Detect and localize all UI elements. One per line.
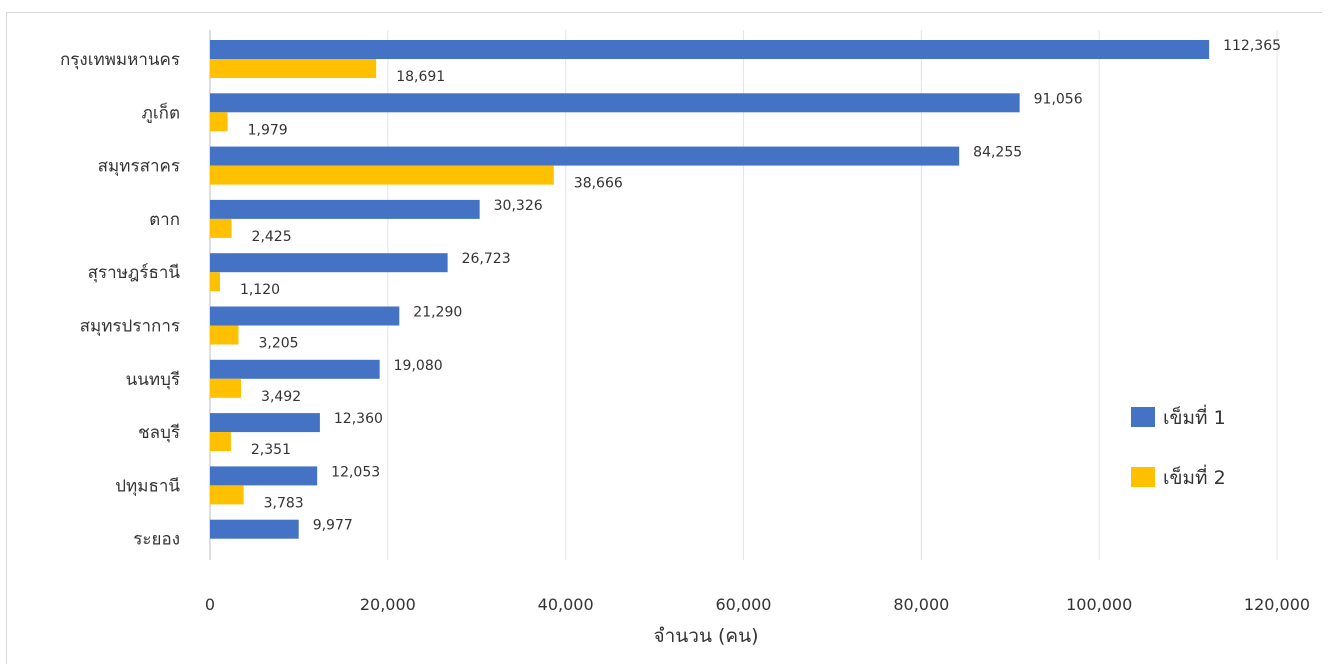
data-label-series-2: 2,351 <box>251 442 291 458</box>
legend-label-series-2: เข็มที่ 2 <box>1163 464 1226 489</box>
data-label-series-2: 38,666 <box>574 176 623 192</box>
category-label: ชลบุรี <box>138 423 180 443</box>
data-label-series-2: 1,120 <box>240 282 280 298</box>
data-label-series-2: 3,783 <box>264 495 304 511</box>
category-label: ตาก <box>149 210 180 230</box>
bar-series-1 <box>210 306 400 326</box>
bar-series-2 <box>210 378 242 398</box>
category-label: สมุทรปราการ <box>80 317 180 337</box>
gridlines <box>209 30 1278 560</box>
data-labels: 112,365 18,691 91,056 1,979 84,255 38,666 30,3… <box>240 38 1281 534</box>
category-label: ภูเก็ต <box>142 101 180 123</box>
category-label: สุราษฎร์ธานี <box>88 263 181 283</box>
bar-series-2 <box>210 432 231 452</box>
data-label-series-2: 3,492 <box>261 389 301 405</box>
bar-series-1 <box>210 359 380 379</box>
legend-swatch-series-1 <box>1131 407 1155 427</box>
data-label-series-1: 19,080 <box>394 358 443 374</box>
bar-series-1 <box>210 413 320 433</box>
bar-series-2 <box>210 112 228 132</box>
data-label-series-2: 2,425 <box>252 229 292 245</box>
x-axis-title: จำนวน (คน) <box>653 625 758 647</box>
x-tick-label: 60,000 <box>716 595 772 614</box>
x-tick-label: 40,000 <box>538 595 594 614</box>
bar-series-2 <box>210 218 232 238</box>
data-label-series-1: 26,723 <box>462 251 511 267</box>
data-label-series-1: 112,365 <box>1223 38 1281 54</box>
bar-series-1 <box>210 519 299 539</box>
data-label-series-2: 3,205 <box>258 336 298 352</box>
bar-series-1 <box>210 199 480 219</box>
category-label: นนทบุรี <box>126 370 180 390</box>
category-labels: กรุงเทพมหานครภูเก็ตสมุทรสาครตากสุราษฎร์ธ… <box>60 50 180 550</box>
bar-series-1 <box>210 40 1210 59</box>
bar-series-2 <box>210 59 377 78</box>
bar-series-1 <box>210 93 1020 113</box>
bar-series-1 <box>210 146 960 166</box>
bar-series-2 <box>210 485 244 505</box>
data-label-series-1: 84,255 <box>973 145 1022 161</box>
legend: เข็มที่ 1 เข็มที่ 2 <box>1131 404 1226 489</box>
x-tick-labels: 0 20,000 40,000 60,000 80,000 100,000 120,000 <box>205 595 1310 614</box>
bar-series-2 <box>210 165 554 185</box>
legend-swatch-series-2 <box>1131 467 1155 487</box>
category-label: ระยอง <box>133 530 180 550</box>
bar-series-2 <box>210 325 239 345</box>
x-tick-label: 100,000 <box>1066 595 1132 614</box>
data-label-series-1: 21,290 <box>413 305 462 321</box>
data-label-series-2: 1,979 <box>248 122 288 138</box>
data-label-series-1: 12,053 <box>331 464 380 480</box>
bars <box>210 40 1210 539</box>
x-tick-label: 80,000 <box>893 595 949 614</box>
category-label: ปทุมธานี <box>115 476 180 496</box>
bar-series-1 <box>210 466 318 486</box>
bar-series-1 <box>210 253 448 273</box>
category-label: กรุงเทพมหานคร <box>60 50 180 70</box>
legend-label-series-1: เข็มที่ 1 <box>1163 404 1226 429</box>
x-tick-label: 120,000 <box>1244 595 1310 614</box>
data-label-series-2: 18,691 <box>396 69 445 85</box>
x-tick-label: 0 <box>205 595 215 614</box>
data-label-series-1: 9,977 <box>313 518 353 534</box>
x-tick-label: 20,000 <box>360 595 416 614</box>
chart-frame <box>6 12 1322 664</box>
bar-series-2 <box>210 272 220 292</box>
data-label-series-1: 30,326 <box>494 198 543 214</box>
data-label-series-1: 91,056 <box>1034 91 1083 107</box>
data-label-series-1: 12,360 <box>334 411 383 427</box>
category-label: สมุทรสาคร <box>98 157 180 177</box>
